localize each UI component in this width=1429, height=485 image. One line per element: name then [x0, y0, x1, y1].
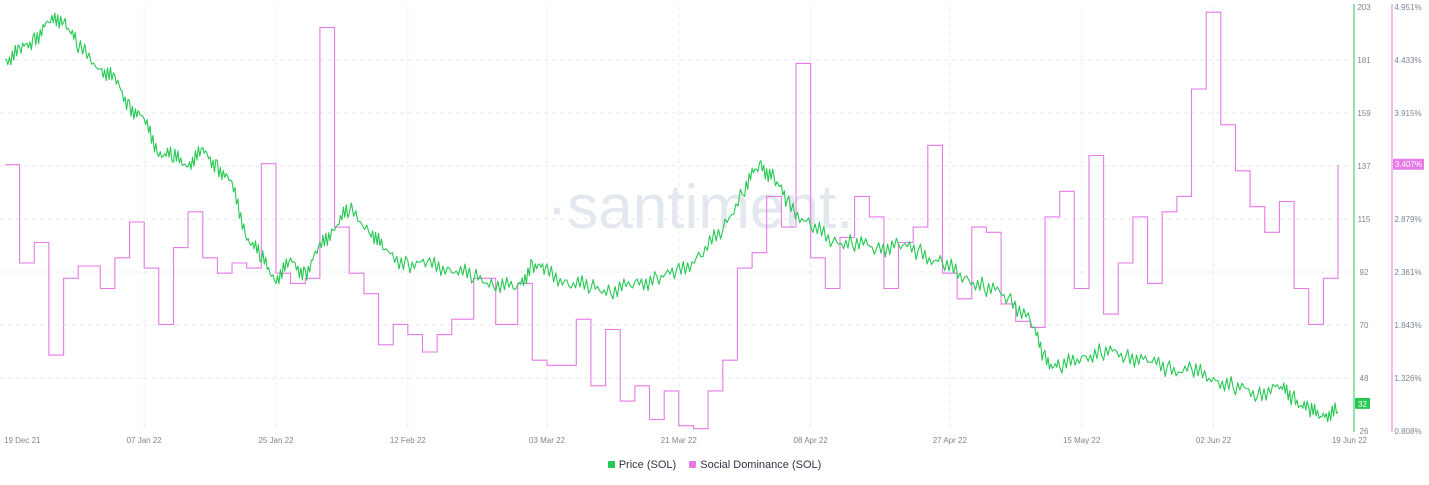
- price-tick-label: 48: [1360, 374, 1369, 383]
- x-tick-label: 02 Jun 22: [1196, 436, 1232, 445]
- legend-swatch-dominance: [689, 461, 697, 468]
- price-tick-label: 115: [1358, 215, 1371, 224]
- dominance-last-value-label: 3.407%: [1395, 160, 1422, 169]
- dominance-last-value-badge: [1393, 158, 1424, 170]
- legend-label-dominance: Social Dominance (SOL): [700, 459, 822, 471]
- price-tick-label: 92: [1360, 268, 1369, 277]
- x-tick-label: 19 Dec 21: [4, 436, 41, 445]
- x-tick-label: 25 Jan 22: [258, 436, 294, 445]
- x-tick-label: 07 Jan 22: [127, 436, 163, 445]
- legend-swatch-price: [607, 461, 615, 468]
- chart-grid: [0, 7, 1352, 431]
- last-value-badges: 32 3.407%: [1355, 158, 1424, 409]
- dominance-tick-label: 1.843%: [1394, 321, 1421, 330]
- legend-item-dominance[interactable]: Social Dominance (SOL): [689, 459, 821, 471]
- dominance-tick-label: 1.326%: [1394, 374, 1421, 383]
- price-axis-ticks: 203 181 159 137 115 92 70 48 26: [1357, 3, 1371, 436]
- watermark: ·santiment.: [547, 173, 854, 242]
- dominance-tick-label: 0.808%: [1394, 427, 1421, 436]
- social-dominance-line: [5, 11, 1339, 430]
- dominance-tick-label: 4.951%: [1394, 3, 1421, 12]
- price-tick-label: 70: [1360, 321, 1369, 330]
- dominance-tick-label: 3.915%: [1394, 109, 1421, 118]
- dominance-tick-label: 2.879%: [1394, 215, 1421, 224]
- x-tick-label: 21 Mar 22: [661, 436, 698, 445]
- social-dominance-series: [5, 11, 1339, 430]
- x-tick-label: 15 May 22: [1063, 436, 1101, 445]
- dominance-axis-ticks: 4.951% 4.433% 3.915% 3.407% 2.879% 2.361% 1.84…: [1394, 3, 1421, 436]
- legend-item-price[interactable]: Price (SOL): [607, 459, 677, 471]
- price-last-value-badge: [1355, 397, 1370, 409]
- price-tick-label: 181: [1357, 56, 1371, 65]
- x-tick-label: 19 Jun 22: [1332, 436, 1368, 445]
- x-tick-label: 12 Feb 22: [390, 436, 427, 445]
- x-tick-label: 27 Apr 22: [933, 436, 968, 445]
- price-series: [4, 12, 1339, 423]
- price-tick-label: 26: [1360, 427, 1369, 436]
- x-axis-ticks: 19 Dec 21 07 Jan 22 25 Jan 22 12 Feb 22 03 M…: [4, 436, 1368, 445]
- dominance-tick-label: 4.433%: [1394, 56, 1421, 65]
- x-tick-label: 08 Apr 22: [794, 436, 829, 445]
- price-last-value-label: 32: [1358, 400, 1367, 409]
- x-tick-label: 03 Mar 22: [529, 436, 566, 445]
- price-line: [4, 12, 1339, 423]
- legend-label-price: Price (SOL): [618, 459, 677, 471]
- legend: Price (SOL) Social Dominance (SOL): [0, 459, 1429, 471]
- price-tick-label: 159: [1357, 109, 1371, 118]
- price-tick-label: 137: [1357, 162, 1371, 171]
- dominance-tick-label: 2.361%: [1394, 268, 1421, 277]
- price-tick-label: 203: [1357, 3, 1371, 12]
